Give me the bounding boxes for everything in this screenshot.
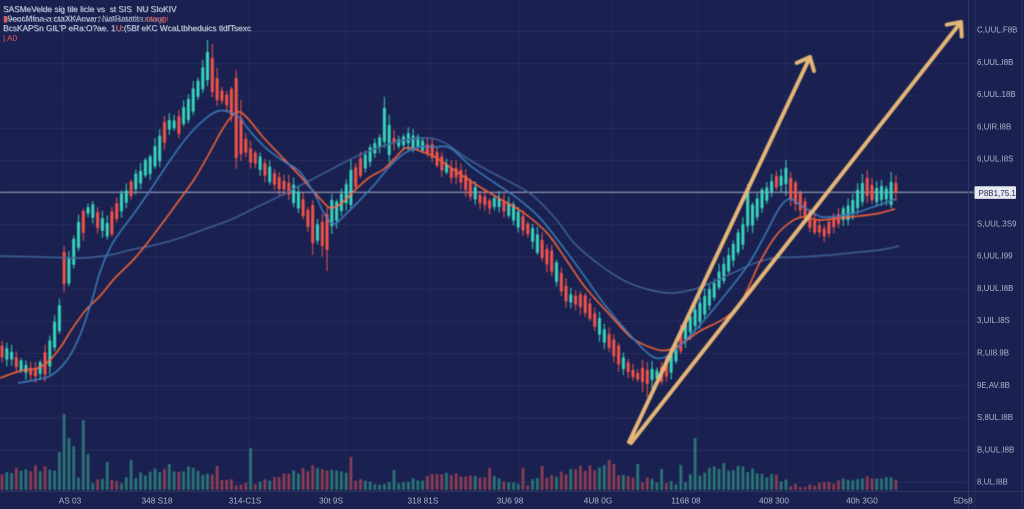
svg-text:6,UUL.18B: 6,UUL.18B (977, 90, 1016, 99)
svg-text:348 S18: 348 S18 (142, 496, 173, 506)
svg-text:6,UUL.I8S: 6,UUL.I8S (977, 155, 1013, 164)
svg-text:6,UIR.I8B: 6,UIR.I8B (977, 122, 1011, 131)
svg-text:BcsKAPSn GIL’P eRa:O?ae. 1U:(5: BcsKAPSn GIL’P eRa:O?ae. 1U:(5Bf eKC Wca… (4, 24, 252, 34)
svg-text:314-C1S: 314-C1S (229, 496, 262, 506)
svg-text:| A0: | A0 (3, 33, 18, 43)
svg-text:3,UIL.I8S: 3,UIL.I8S (977, 316, 1010, 325)
svg-text:6,UUL.I99: 6,UUL.I99 (977, 252, 1013, 261)
svg-text:6,UUL.I8B: 6,UUL.I8B (977, 58, 1013, 67)
svg-text:S,8UL.I8B: S,8UL.I8B (977, 413, 1013, 422)
svg-text:SASMeVelde sig tile licle vs: SASMeVelde sig tile licle vs st SIS NU S… (3, 4, 177, 14)
svg-text:9eocMfna-a ctaXKAnvar; NatRata: 9eocMfna-a ctaXKAnvar; NatRatatlts otaug… (4, 14, 165, 24)
svg-text:408 300: 408 300 (759, 496, 789, 506)
svg-text:9E,AV.8B: 9E,AV.8B (977, 381, 1010, 390)
svg-text:8,UUL.I8B: 8,UUL.I8B (977, 284, 1013, 293)
svg-text:318 81S: 318 81S (408, 496, 439, 506)
svg-text:BcsKAPSn GIL’P eRa:O?ae. 1U:(5: BcsKAPSn GIL’P eRa:O?ae. 1U:(5Bf eKC Wca… (3, 23, 251, 33)
svg-text:4U8 0G: 4U8 0G (584, 496, 613, 506)
svg-text:3U6 98: 3U6 98 (497, 496, 524, 506)
svg-text:P8B1,75.1: P8B1,75.1 (979, 189, 1017, 198)
svg-text:SASMeVelde sig tile licle vs: SASMeVelde sig tile licle vs st SIS NU S… (4, 5, 178, 15)
svg-text:AS 03: AS 03 (59, 496, 82, 506)
svg-text:▮9eocMfna-a ctaXKAnvar; NatRat: ▮9eocMfna-a ctaXKAnvar; NatRatatlts otau… (3, 14, 168, 24)
svg-text:40h 3G0: 40h 3G0 (846, 496, 878, 506)
svg-text:30t 9S: 30t 9S (319, 496, 343, 506)
svg-text:8,UL.I8B: 8,UL.I8B (977, 478, 1008, 487)
svg-text:S,UUL.3S9: S,UUL.3S9 (977, 219, 1017, 228)
svg-text:5Ds8: 5Ds8 (953, 496, 973, 506)
svg-text:C,UUL.F8B: C,UUL.F8B (977, 26, 1017, 35)
svg-text:1168 08: 1168 08 (671, 496, 701, 506)
svg-text:R,UI8.9B: R,UI8.9B (977, 349, 1009, 358)
svg-text:B,UUL.I8B: B,UUL.I8B (977, 445, 1014, 454)
